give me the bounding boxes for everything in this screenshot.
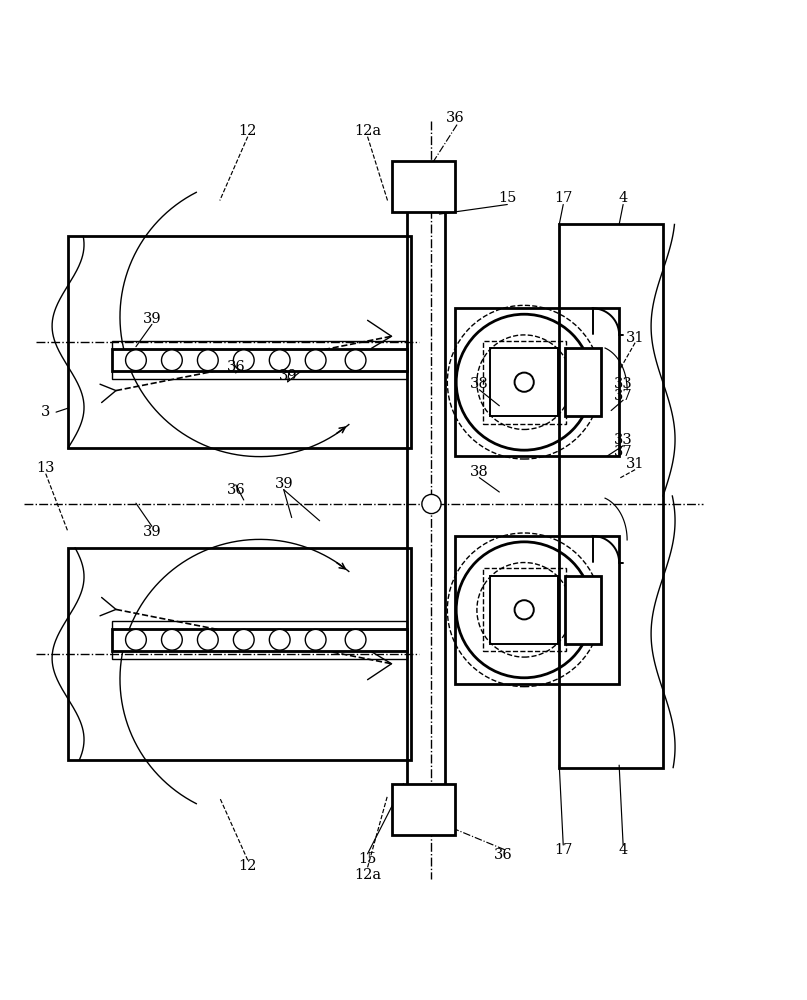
Bar <box>391 161 455 212</box>
Text: 12: 12 <box>239 124 257 138</box>
Text: 39: 39 <box>143 312 161 326</box>
Circle shape <box>233 629 254 650</box>
Text: 31: 31 <box>626 331 644 345</box>
Circle shape <box>305 350 326 371</box>
Text: 39: 39 <box>143 525 161 539</box>
Circle shape <box>126 629 146 650</box>
Text: 15: 15 <box>498 191 516 205</box>
Bar <box>112 341 408 349</box>
Text: 4: 4 <box>618 843 628 857</box>
Circle shape <box>161 629 182 650</box>
Text: 12: 12 <box>239 859 257 873</box>
Bar <box>483 568 566 651</box>
Bar <box>559 224 663 768</box>
Text: 17: 17 <box>554 191 572 205</box>
Circle shape <box>233 350 254 371</box>
Bar <box>490 348 558 416</box>
Circle shape <box>126 350 146 371</box>
Bar <box>112 651 408 659</box>
Circle shape <box>198 629 218 650</box>
Text: 38: 38 <box>470 377 489 391</box>
Text: 37: 37 <box>614 389 633 403</box>
Bar <box>112 621 408 629</box>
Text: 13: 13 <box>36 461 55 475</box>
Bar <box>483 341 566 424</box>
Text: 12a: 12a <box>354 868 381 882</box>
Text: 33: 33 <box>614 433 633 447</box>
Bar <box>112 629 408 651</box>
Circle shape <box>422 494 441 514</box>
Text: 38: 38 <box>470 465 489 479</box>
Text: 33: 33 <box>614 377 633 391</box>
Text: 36: 36 <box>446 111 465 125</box>
Circle shape <box>345 629 366 650</box>
Text: 15: 15 <box>358 852 377 866</box>
Bar <box>455 536 619 684</box>
Text: 4: 4 <box>618 191 628 205</box>
Circle shape <box>161 350 182 371</box>
Bar <box>391 784 455 835</box>
Text: 3: 3 <box>41 405 50 419</box>
Text: 36: 36 <box>227 483 245 497</box>
Bar <box>112 349 408 371</box>
Bar <box>455 308 619 456</box>
Bar <box>68 236 412 448</box>
Bar <box>565 348 601 416</box>
Bar <box>565 576 601 644</box>
Circle shape <box>270 350 290 371</box>
Circle shape <box>345 350 366 371</box>
Text: 36: 36 <box>227 360 245 374</box>
Circle shape <box>305 629 326 650</box>
Text: 36: 36 <box>494 848 512 862</box>
Circle shape <box>515 600 533 619</box>
Text: 17: 17 <box>554 843 572 857</box>
Text: 39: 39 <box>278 369 297 383</box>
Bar <box>490 576 558 644</box>
Text: 12a: 12a <box>354 124 381 138</box>
Text: 39: 39 <box>274 477 293 491</box>
Bar <box>68 548 412 760</box>
Bar <box>112 371 408 379</box>
Circle shape <box>515 373 533 392</box>
Circle shape <box>198 350 218 371</box>
Circle shape <box>270 629 290 650</box>
Text: 31: 31 <box>626 457 644 471</box>
Text: 37: 37 <box>614 445 633 459</box>
